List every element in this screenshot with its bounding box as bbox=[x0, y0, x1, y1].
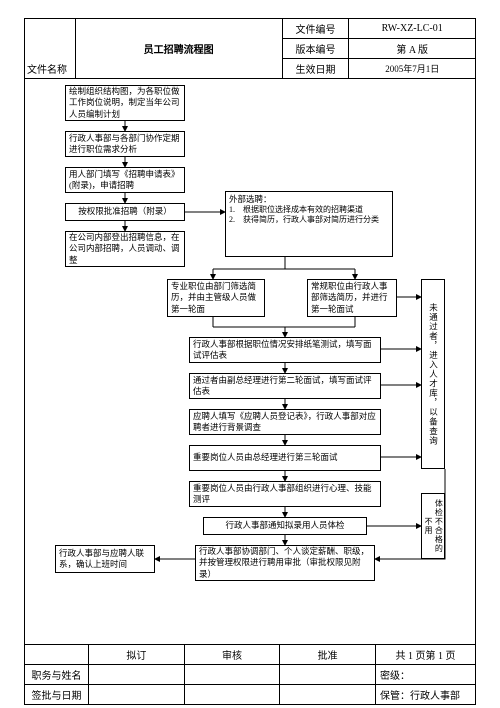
header-table: 文件名称员工招聘流程图文件编号RW-XZ-LC-01版本编号第 A 版生效日期2… bbox=[24, 18, 476, 79]
footer-table: 拟订 审核 批准 共 1 页第 1 页 职务与姓名 密级： 签批与日期 保管：行… bbox=[24, 644, 476, 705]
f-approve: 批准 bbox=[280, 645, 376, 665]
node-external-hire: 外部选聘： 1. 根据职位选择成本有效的招聘渠道 2. 获得简历，行政人事部对简… bbox=[225, 191, 393, 257]
node-register-bgcheck: 应聘人填写《应聘人员登记表》，行政人事部对应聘者进行背景调查 bbox=[189, 409, 381, 435]
node-confirm-start: 行政人事部与应聘人联系，确认上班时间 bbox=[55, 545, 155, 573]
f-review: 审核 bbox=[184, 645, 280, 665]
f-sign: 签批与日期 bbox=[25, 685, 89, 705]
name-label: 文件名称 bbox=[25, 19, 76, 79]
node-paper-test: 行政人事部根据职位情况安排纸笔测试，填写面试评估表 bbox=[189, 337, 381, 363]
n6a: 外部选聘： bbox=[229, 194, 272, 205]
n6c: 2. 获得简历，行政人事部对简历进行分类 bbox=[229, 215, 379, 225]
node-pro-screen: 专业职位由部门筛选简历，并由主管级人员做第一轮面 bbox=[167, 279, 265, 317]
node-psych-skill: 重要岗位人员由行政人事部组织进行心理、技能测评 bbox=[189, 481, 381, 507]
date: 2005年7月1日 bbox=[349, 59, 476, 79]
f-role: 职务与姓名 bbox=[25, 665, 89, 685]
f-sec: 密级： bbox=[376, 665, 476, 685]
node-apply-form: 用人部门填写《招聘申请表》(附录)，申请招聘 bbox=[65, 167, 185, 193]
node-demand-analysis: 行政人事部与各部门协作定期进行职位需求分析 bbox=[65, 131, 185, 157]
page: 文件名称员工招聘流程图文件编号RW-XZ-LC-01版本编号第 A 版生效日期2… bbox=[0, 0, 500, 708]
node-reg-screen: 常规职位由行政人事部筛选简历，并进行第一轮面试 bbox=[307, 279, 397, 317]
f-page: 共 1 页第 1 页 bbox=[376, 645, 476, 665]
n6b: 1. 根据职位选择成本有效的招聘渠道 bbox=[229, 205, 363, 215]
file-no: RW-XZ-LC-01 bbox=[349, 19, 476, 39]
flowchart-canvas: 绘制组织结构图，为各职位做工作岗位说明，制定当年公司人员编制计划 行政人事部与各… bbox=[24, 79, 476, 644]
file-no-label: 文件编号 bbox=[282, 19, 349, 39]
node-physical: 行政人事部通知拟录用人员体检 bbox=[203, 517, 367, 535]
node-internal-hire: 在公司内部登出招聘信息，在公司内部招聘，人员调动、调整 bbox=[65, 231, 185, 267]
node-fail-physical: 体检不合格的不用 bbox=[421, 493, 445, 559]
node-third-interview: 重要岗位人员由总经理进行第三轮面试 bbox=[189, 445, 381, 471]
date-label: 生效日期 bbox=[282, 59, 349, 79]
ver: 第 A 版 bbox=[349, 39, 476, 59]
node-salary-approve: 行政人事部协调部门、个人谈定薪酬、职级，并按管理权限进行聘用审批（审批权限见附录… bbox=[195, 545, 375, 581]
ver-label: 版本编号 bbox=[282, 39, 349, 59]
node-approve: 按权限批准招聘（附录） bbox=[65, 203, 185, 221]
node-org-chart: 绘制组织结构图，为各职位做工作岗位说明，制定当年公司人员编制计划 bbox=[65, 85, 185, 121]
node-talent-pool: 未通过者，进入人才库，以备查询 bbox=[421, 279, 445, 469]
doc-title: 员工招聘流程图 bbox=[75, 19, 282, 79]
f-draft: 拟订 bbox=[89, 645, 185, 665]
node-second-interview: 通过者由副总经理进行第二轮面试，填写面试评估表 bbox=[189, 373, 381, 399]
f-keep: 保管：行政人事部 bbox=[376, 685, 476, 705]
